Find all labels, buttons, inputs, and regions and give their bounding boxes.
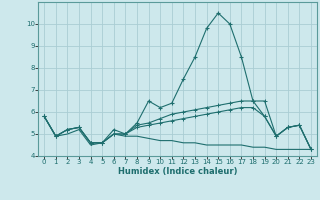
X-axis label: Humidex (Indice chaleur): Humidex (Indice chaleur) xyxy=(118,167,237,176)
